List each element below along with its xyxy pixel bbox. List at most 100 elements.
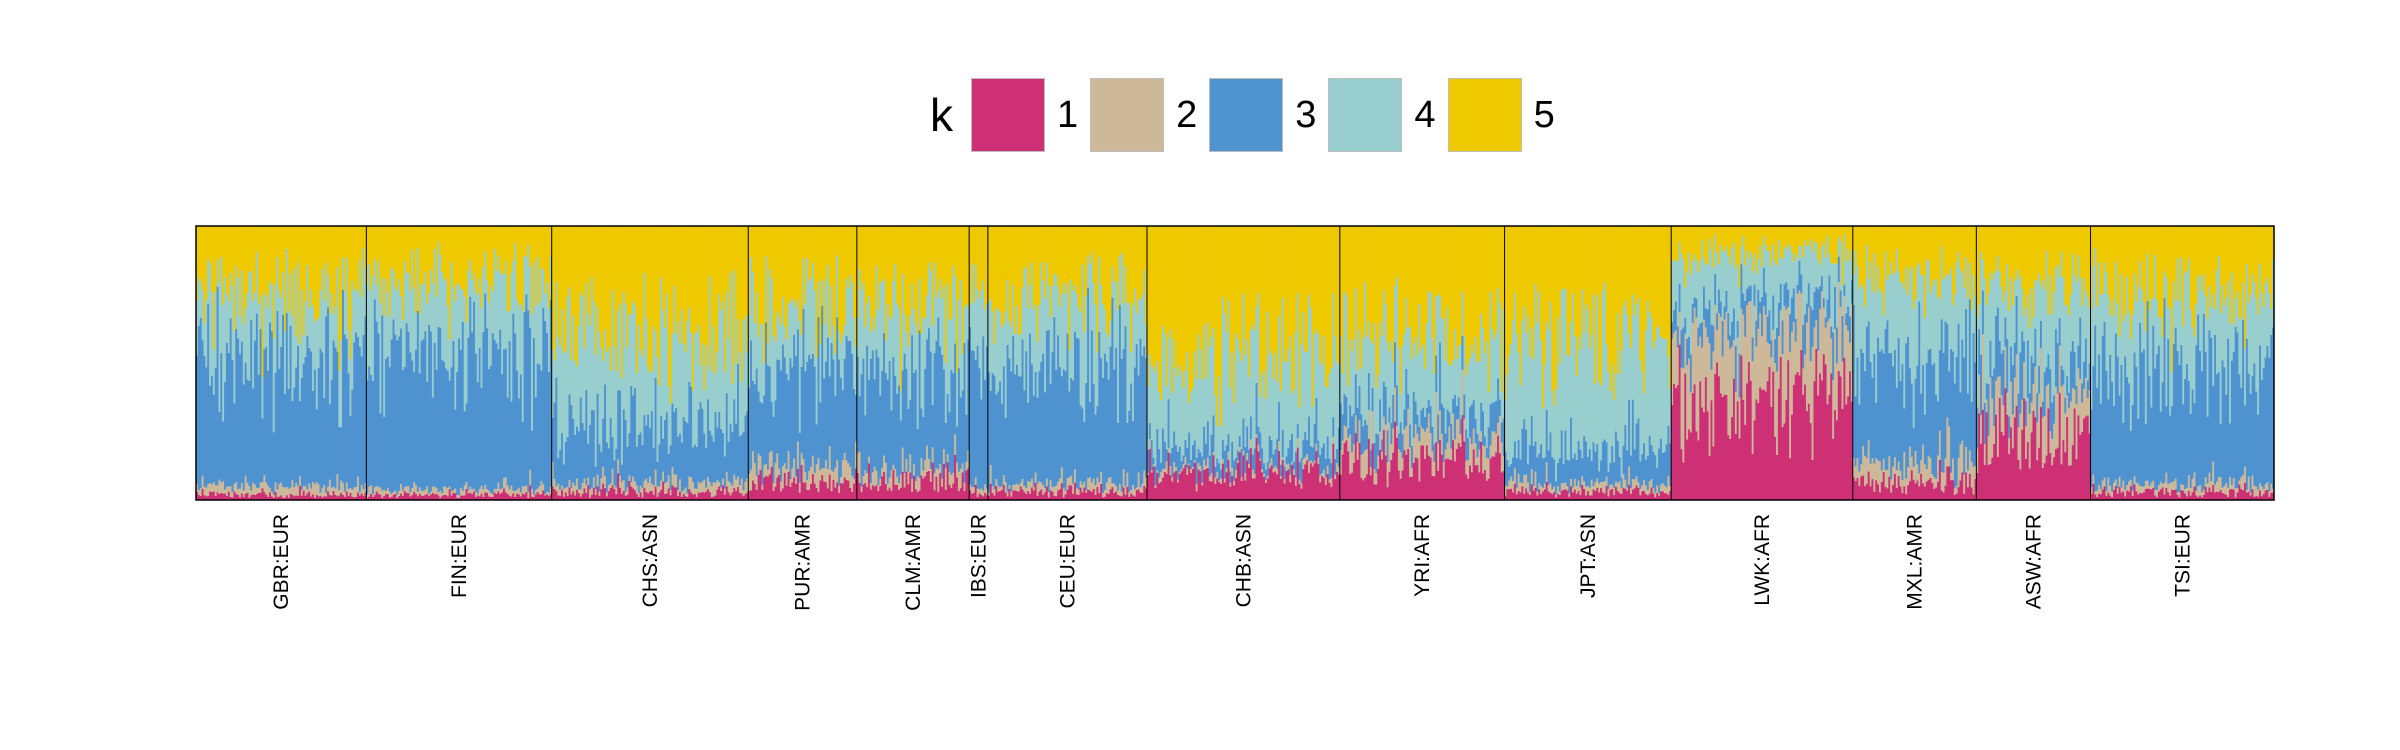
bar-segment-k3: [1064, 371, 1067, 491]
bar-segment-k5: [1819, 226, 1822, 265]
bar-segment-k5: [1188, 226, 1191, 403]
bar-segment-k2: [1717, 313, 1721, 377]
bar-segment-k1: [428, 496, 431, 500]
bar-segment-k2: [808, 470, 811, 490]
bar-segment-k1: [1109, 489, 1112, 500]
bar-segment-k4: [527, 245, 530, 311]
bar-segment-k1: [2045, 455, 2048, 500]
bar-segment-k1: [420, 495, 423, 500]
bar-segment-k4: [1467, 363, 1470, 438]
bar-segment-k5: [1867, 226, 1871, 279]
bar-segment-k4: [1682, 259, 1685, 328]
bar-segment-k5: [1671, 226, 1674, 261]
bar-segment-k3: [1669, 443, 1672, 486]
bar-segment-k2: [1012, 484, 1015, 491]
bar-segment-k4: [1427, 290, 1431, 400]
bar-segment-k3: [312, 390, 315, 482]
bar-segment-k4: [1506, 374, 1509, 460]
legend-label-k2: 2: [1176, 94, 1198, 136]
bar-segment-k3: [854, 394, 858, 442]
bar-segment-k3: [1351, 416, 1354, 453]
bar-segment-k1: [832, 479, 835, 500]
bar-segment-k3: [905, 368, 908, 460]
bar-segment-k1: [471, 493, 474, 500]
bar-segment-k5: [664, 226, 667, 328]
bar-segment-k5: [1422, 226, 1425, 345]
bar-segment-k2: [459, 488, 463, 496]
bar-segment-k3: [2019, 352, 2022, 414]
bar-segment-k2: [1281, 457, 1285, 460]
bar-segment-k5: [1137, 226, 1140, 299]
bar-segment-k1: [735, 490, 738, 500]
bar-segment-k3: [1609, 463, 1612, 485]
bar-segment-k1: [1218, 482, 1221, 500]
bar-segment-k4: [1115, 281, 1118, 348]
bar-segment-k4: [1923, 318, 1927, 415]
bar-segment-k3: [843, 358, 847, 453]
bar-segment-k3: [692, 447, 695, 482]
bar-segment-k2: [1045, 478, 1049, 487]
bar-segment-k2: [448, 486, 451, 490]
bar-segment-k5: [1111, 226, 1114, 267]
bar-segment-k2: [1536, 491, 1539, 496]
bar-segment-k1: [355, 497, 358, 500]
bar-segment-k1: [894, 484, 897, 500]
bar-segment-k1: [1216, 478, 1219, 500]
bar-segment-k5: [542, 226, 545, 270]
bar-segment-k2: [1487, 458, 1490, 479]
bar-segment-k1: [1006, 496, 1009, 500]
bar-segment-k5: [343, 226, 347, 292]
bar-segment-k3: [1510, 463, 1513, 477]
bar-segment-k5: [549, 226, 553, 256]
bar-segment-k2: [819, 469, 822, 481]
bar-segment-k3: [1676, 326, 1680, 348]
bar-segment-k4: [918, 278, 921, 331]
bar-segment-k3: [1283, 466, 1286, 480]
bar-segment-k4: [738, 352, 742, 437]
bar-segment-k2: [1781, 354, 1784, 428]
bar-segment-k1: [1864, 486, 1867, 500]
bar-segment-k4: [1283, 361, 1286, 467]
bar-segment-k2: [1113, 483, 1116, 494]
bar-segment-k2: [1201, 482, 1204, 486]
bar-segment-k3: [2028, 393, 2032, 414]
bar-segment-k4: [259, 295, 262, 329]
bar-segment-k4: [1036, 342, 1039, 398]
bar-segment-k2: [555, 486, 558, 492]
bar-segment-k1: [1500, 472, 1504, 500]
bar-segment-k3: [1439, 342, 1442, 411]
bar-segment-k2: [1287, 463, 1290, 470]
bar-segment-k1: [980, 494, 983, 500]
bar-segment-k5: [845, 226, 848, 279]
bar-segment-k2: [1469, 437, 1472, 466]
bar-segment-k5: [1034, 226, 1037, 305]
bar-segment-k4: [652, 326, 656, 449]
bar-segment-k1: [963, 491, 966, 500]
bar-segment-k4: [2039, 285, 2043, 321]
bar-segment-k1: [905, 471, 908, 500]
bar-segment-k3: [1416, 414, 1419, 434]
bar-segment-k5: [1907, 226, 1910, 296]
bar-segment-k3: [347, 373, 350, 489]
bar-segment-k2: [1880, 470, 1884, 482]
bar-segment-k3: [931, 404, 934, 448]
bar-segment-k1: [1878, 492, 1882, 500]
bar-segment-k3: [1263, 463, 1266, 474]
bar-segment-k4: [1755, 273, 1758, 321]
bar-segment-k2: [645, 478, 648, 493]
bar-segment-k4: [1646, 300, 1650, 457]
bar-segment-k3: [944, 422, 948, 468]
bar-segment-k5: [1420, 226, 1423, 350]
bar-segment-k1: [665, 493, 669, 500]
bar-segment-k4: [370, 290, 373, 375]
bar-segment-k1: [237, 494, 240, 500]
bar-segment-k1: [2056, 447, 2060, 500]
bar-segment-k1: [632, 488, 635, 500]
bar-segment-k4: [1298, 407, 1301, 462]
bar-segment-k2: [1332, 436, 1335, 444]
bar-segment-k3: [1092, 384, 1095, 479]
bar-segment-k2: [461, 490, 465, 496]
bar-segment-k5: [1495, 226, 1498, 334]
bar-segment-k2: [1066, 478, 1069, 490]
bar-segment-k4: [538, 302, 541, 365]
